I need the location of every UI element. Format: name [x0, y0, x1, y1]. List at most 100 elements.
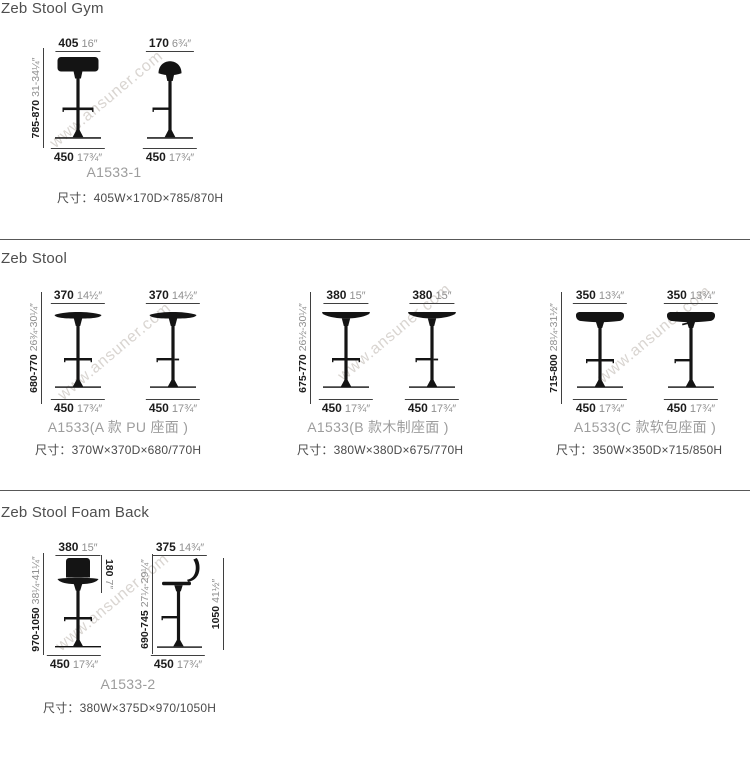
dim-mm: 715-800 [548, 354, 560, 393]
dim-inch: 15″ [349, 290, 366, 302]
dim-mm: 450 [148, 401, 169, 415]
stool-front-view-drawing [576, 312, 624, 392]
total-height-dimension-label: 1050 41½″ [210, 558, 224, 650]
dim-inch: 13¾″ [598, 290, 625, 302]
stool-side-view-drawing [147, 57, 193, 142]
stool-front-view-drawing [322, 312, 370, 392]
seat-height-dimension-label: 690-745 27¼-29¼″ [139, 554, 153, 654]
dim-inch: 28¼-31½″ [548, 303, 560, 352]
dim-mm: 450 [321, 401, 342, 415]
dim-inch: 17¾″ [689, 403, 716, 415]
model-number: A1533(C 款软包座面 ) [573, 419, 717, 435]
stool-side-view-drawing [408, 312, 456, 392]
base-dimension-label: 450 17¾″ [150, 655, 206, 671]
dim-mm: 450 [666, 401, 687, 415]
dim-inch: 14½″ [76, 290, 103, 302]
size-summary: 尺寸：405W×170D×785/870H [57, 191, 224, 205]
backrest-height-dimension-label: 180 7″ [101, 555, 115, 593]
height-dimension-label: 970-1050 38¼-41¼″ [30, 553, 44, 655]
dim-inch: 17¾″ [168, 152, 195, 164]
section-divider [0, 490, 750, 491]
dim-inch: 13¾″ [689, 290, 716, 302]
model-number: A1533-1 [86, 164, 142, 180]
size-summary: 尺寸：380W×375D×970/1050H [43, 701, 217, 715]
section-title-stool: Zeb Stool [1, 250, 68, 267]
dim-inch: 17¾″ [171, 403, 198, 415]
section-title-gym: Zeb Stool Gym [1, 0, 104, 17]
dim-inch: 15″ [435, 290, 452, 302]
depth-dimension-label: 170 6¾″ [145, 36, 195, 52]
dim-mm: 375 [155, 540, 176, 554]
base-dimension-label: 450 17¾″ [145, 399, 201, 415]
dim-mm: 1050 [210, 605, 222, 630]
dim-inch: 17¾″ [76, 152, 103, 164]
stool-side-view-drawing [149, 312, 197, 392]
dim-mm: 690-745 [139, 610, 151, 649]
model-number: A1533(B 款木制座面 ) [307, 419, 449, 435]
base-dimension-label: 450 17¾″ [318, 399, 374, 415]
height-dimension-label: 675-770 26½-30¼″ [297, 292, 311, 404]
dim-inch: 14½″ [171, 290, 198, 302]
dim-mm: 450 [53, 401, 74, 415]
stool-front-view-drawing [54, 558, 102, 648]
stool-side-view-drawing [157, 556, 209, 648]
depth-dimension-label: 380 15″ [409, 288, 455, 304]
dim-inch: 38¼-41¼″ [30, 556, 42, 605]
dim-inch: 15″ [81, 542, 98, 554]
dim-inch: 14¾″ [178, 542, 205, 554]
dim-mm: 370 [53, 288, 74, 302]
stool-front-view-drawing [55, 57, 101, 142]
base-dimension-label: 450 17¾″ [142, 148, 198, 164]
dim-mm: 405 [58, 36, 79, 50]
size-summary: 尺寸：350W×350D×715/850H [556, 443, 723, 457]
dim-inch: 27¼-29¼″ [139, 559, 151, 608]
dim-mm: 450 [53, 150, 74, 164]
dim-inch: 6¾″ [171, 38, 192, 50]
dim-mm: 380 [412, 288, 433, 302]
dim-inch: 17¾″ [344, 403, 371, 415]
dim-mm: 380 [326, 288, 347, 302]
base-dimension-label: 450 17¾″ [50, 148, 106, 164]
dim-mm: 450 [575, 401, 596, 415]
dim-mm: 675-770 [297, 354, 309, 393]
size-summary: 尺寸：380W×380D×675/770H [297, 443, 464, 457]
dim-inch: 7″ [103, 579, 115, 590]
stool-front-view-drawing [54, 312, 102, 392]
base-dimension-label: 450 17¾″ [663, 399, 719, 415]
dim-mm: 380 [58, 540, 79, 554]
dim-inch: 17¾″ [72, 659, 99, 671]
stool-side-view-drawing [667, 312, 715, 392]
model-number: A1533(A 款 PU 座面 ) [47, 419, 189, 435]
dim-inch: 17¾″ [430, 403, 457, 415]
dim-mm: 450 [49, 657, 70, 671]
dim-mm: 350 [666, 288, 687, 302]
dim-inch: 41½″ [210, 578, 222, 603]
dim-mm: 170 [148, 36, 169, 50]
depth-dimension-label: 370 14½″ [145, 288, 201, 304]
dim-inch: 26¾-30¼″ [28, 303, 40, 352]
depth-dimension-label: 350 13¾″ [663, 288, 719, 304]
dim-mm: 180 [103, 558, 115, 577]
dim-inch: 17¾″ [76, 403, 103, 415]
base-dimension-label: 450 17¾″ [572, 399, 628, 415]
dim-inch: 16″ [81, 38, 98, 50]
dim-mm: 350 [575, 288, 596, 302]
width-dimension-label: 405 16″ [55, 36, 101, 52]
dim-mm: 970-1050 [30, 607, 42, 652]
width-dimension-label: 380 15″ [323, 288, 369, 304]
dim-mm: 370 [148, 288, 169, 302]
dim-inch: 17¾″ [176, 659, 203, 671]
width-dimension-label: 380 15″ [55, 540, 101, 556]
dim-mm: 450 [145, 150, 166, 164]
depth-dimension-label: 375 14¾″ [152, 540, 208, 556]
model-number: A1533-2 [100, 676, 156, 692]
section-title-foam-back: Zeb Stool Foam Back [1, 504, 150, 521]
height-dimension-label: 785-870 31-34¼″ [30, 48, 44, 148]
dim-inch: 17¾″ [598, 403, 625, 415]
height-dimension-label: 715-800 28¼-31½″ [548, 292, 562, 404]
dim-inch: 26½-30¼″ [297, 303, 309, 352]
size-summary: 尺寸：370W×370D×680/770H [35, 443, 202, 457]
height-dimension-label: 680-770 26¾-30¼″ [28, 292, 42, 404]
dim-inch: 31-34¼″ [30, 57, 42, 97]
